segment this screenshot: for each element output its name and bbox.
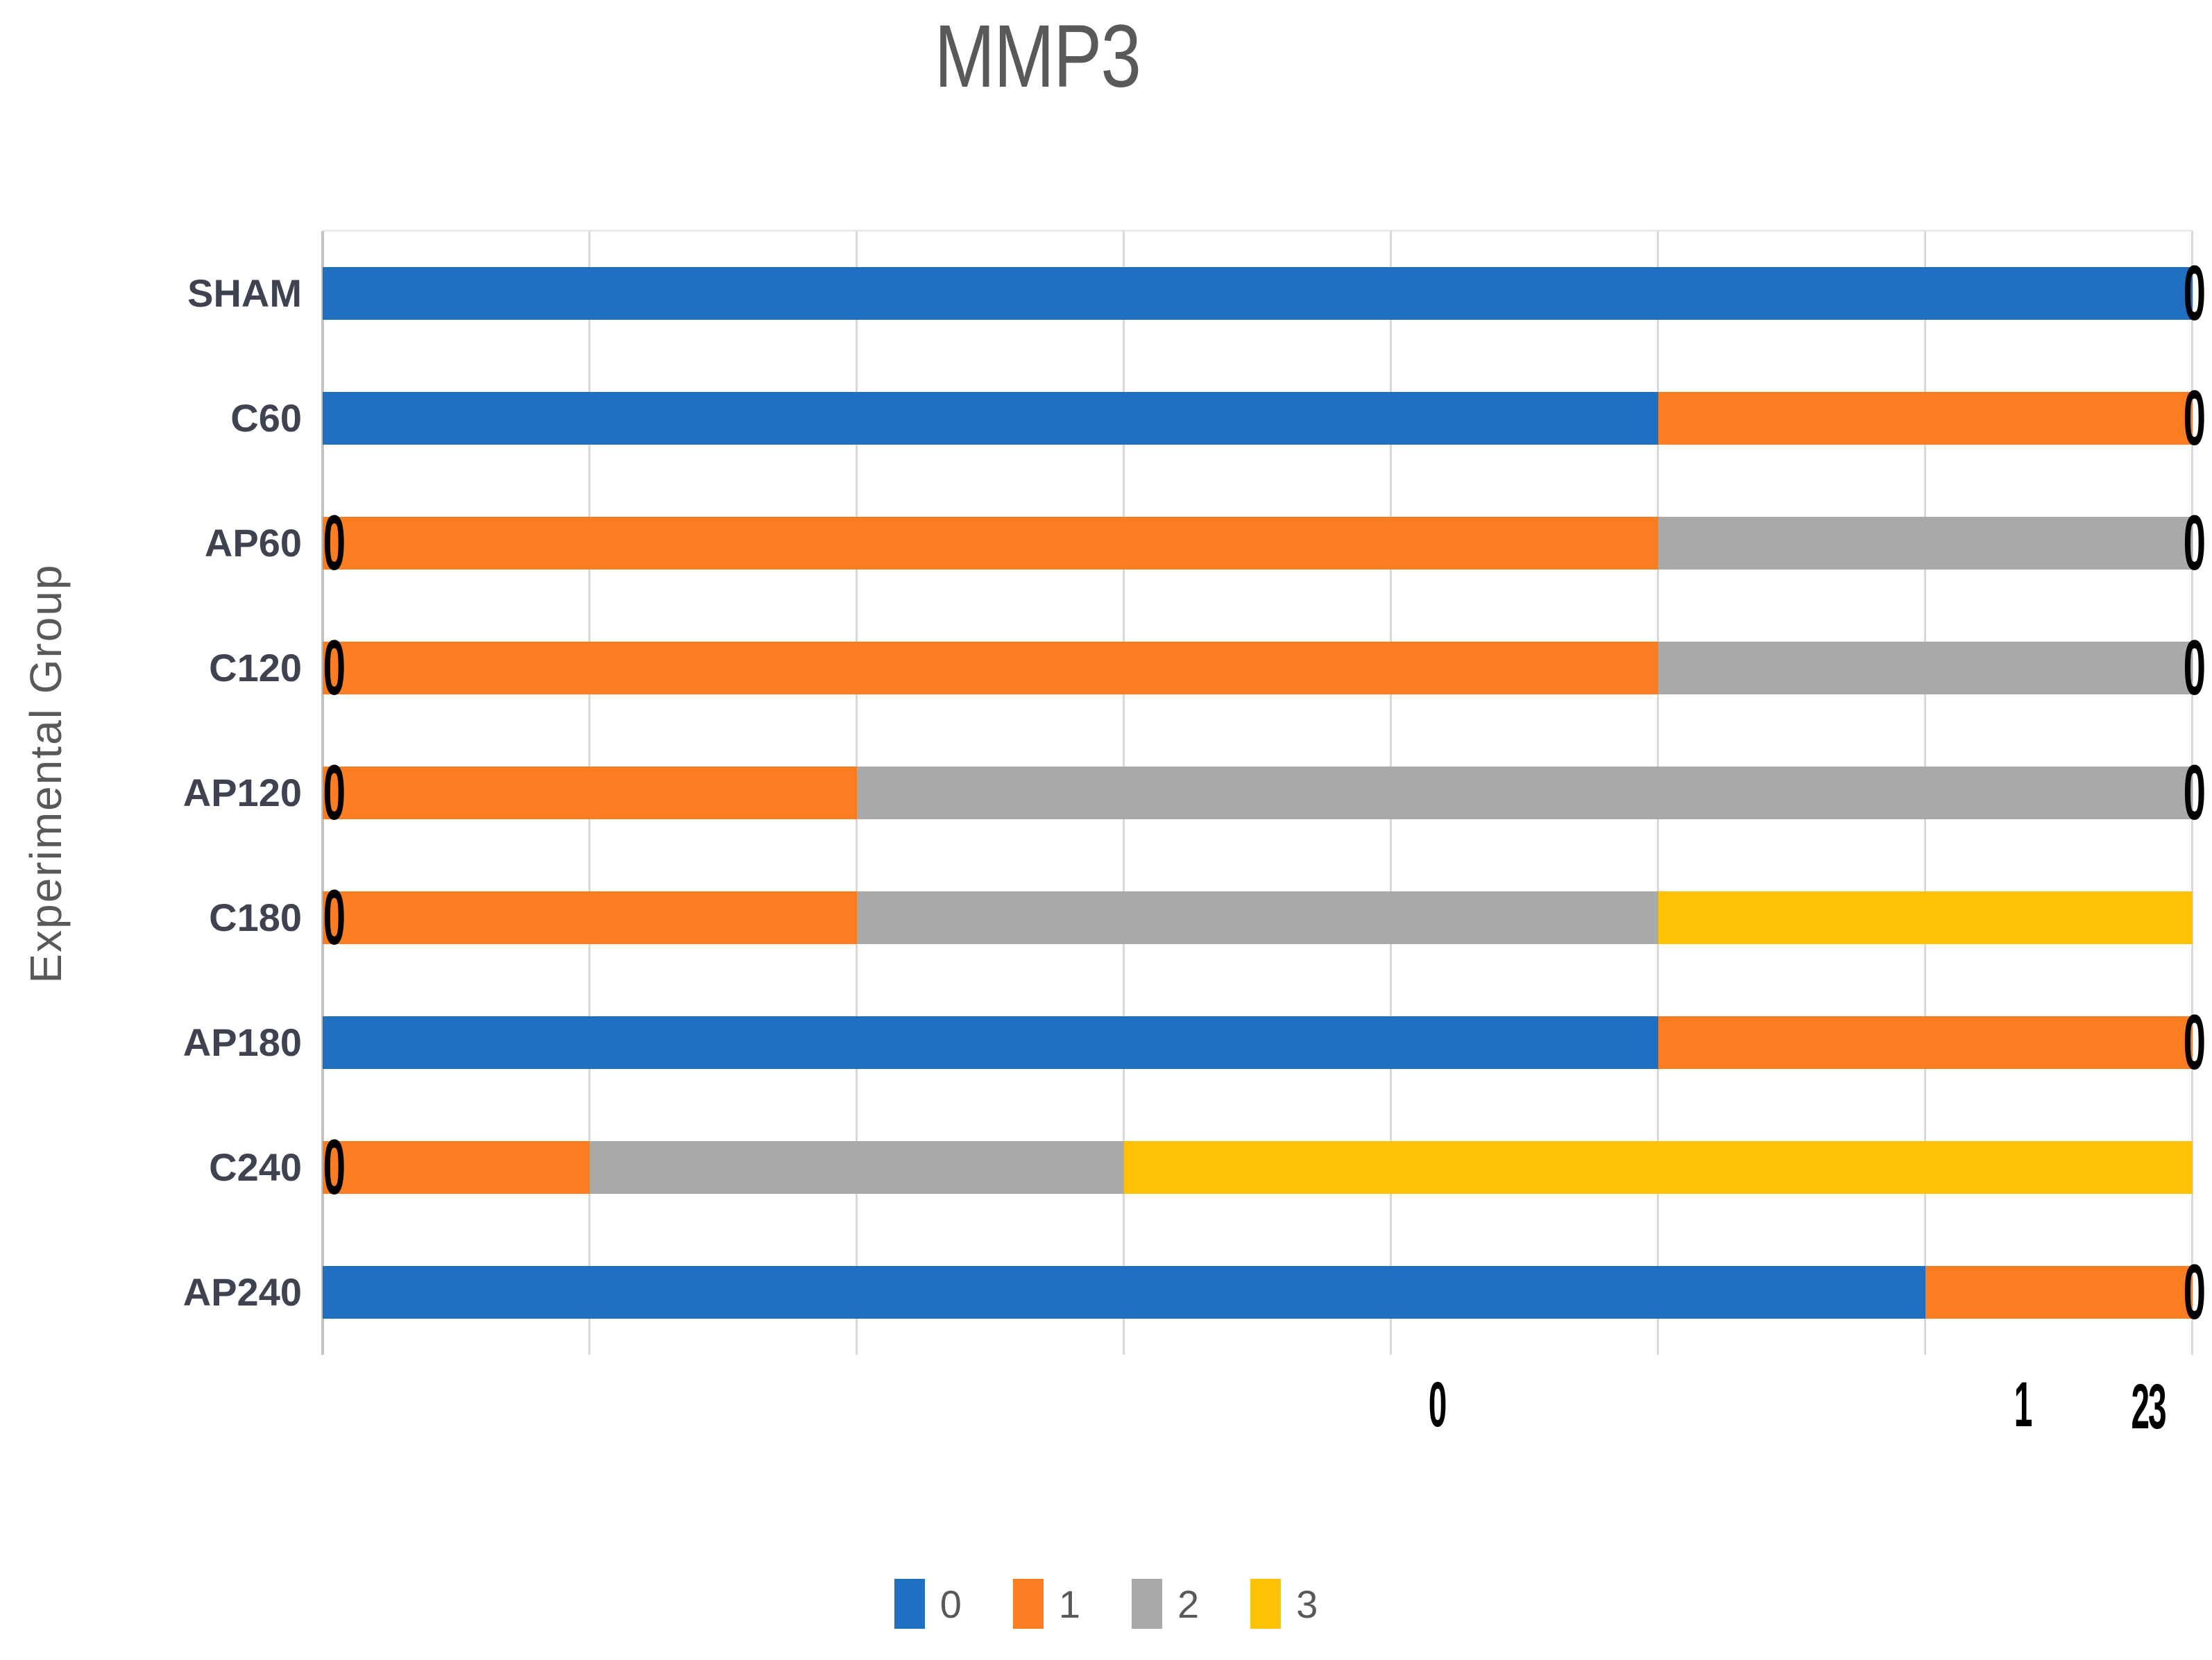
- zero-data-label: 0: [323, 1124, 346, 1210]
- category-label-ap120: AP120: [182, 771, 302, 814]
- bar-segment-series0-ap240: [323, 1266, 1925, 1319]
- category-label-sham: SHAM: [187, 271, 302, 315]
- bar-segment-series2-c120: [1658, 642, 2193, 694]
- bar-segment-series2-ap120: [857, 767, 2193, 819]
- bar-segment-series1-ap60: [323, 517, 1658, 570]
- bar-segment-series0-sham: [323, 267, 2193, 320]
- zero-data-label: 0: [323, 499, 346, 586]
- bar-segment-series2-c240: [590, 1141, 1124, 1194]
- legend-label-3: 3: [1296, 1582, 1318, 1626]
- zero-data-label: 0: [2183, 624, 2206, 711]
- bar-segment-series2-ap60: [1658, 517, 2193, 570]
- bar-segment-series2-c180: [857, 891, 1658, 944]
- zero-data-label: 0: [2183, 375, 2206, 461]
- zero-data-label: 0: [323, 749, 346, 836]
- bar-segment-series0-ap180: [323, 1016, 1658, 1069]
- legend-item-0: 0: [894, 1579, 962, 1629]
- zero-data-label: 0: [2183, 999, 2206, 1086]
- legend-label-0: 0: [939, 1582, 962, 1626]
- category-label-c60: C60: [230, 396, 302, 440]
- legend-swatch-0: [894, 1579, 925, 1629]
- zero-data-label: 0: [2183, 499, 2206, 586]
- legend: 0 1 2 3: [0, 1562, 2212, 1645]
- category-label-ap180: AP180: [182, 1020, 302, 1064]
- zero-data-label: 0: [323, 624, 346, 711]
- legend-item-3: 3: [1250, 1579, 1318, 1629]
- legend-item-1: 1: [1012, 1579, 1080, 1629]
- bar-segment-series0-c60: [323, 392, 1658, 445]
- stray-data-label: 0: [1428, 1369, 1447, 1440]
- stray-data-label: 23: [2131, 1371, 2166, 1442]
- bar-segment-series1-c120: [323, 642, 1658, 694]
- legend-label-1: 1: [1058, 1582, 1080, 1626]
- legend-swatch-3: [1250, 1579, 1282, 1629]
- category-label-ap60: AP60: [204, 521, 302, 565]
- legend-swatch-1: [1012, 1579, 1044, 1629]
- category-label-ap240: AP240: [182, 1270, 302, 1314]
- bar-segment-series1-ap240: [1925, 1266, 2193, 1319]
- bar-segment-series3-c240: [1124, 1141, 2193, 1194]
- chart-title-text: MMP3: [934, 7, 1141, 106]
- category-label-c180: C180: [209, 896, 302, 939]
- bar-segment-series1-c60: [1658, 392, 2193, 445]
- chart-title: MMP3: [0, 6, 2075, 108]
- legend-item-2: 2: [1132, 1579, 1199, 1629]
- legend-label-2: 2: [1177, 1582, 1200, 1626]
- zero-data-label: 0: [2183, 1249, 2206, 1335]
- plot-top-border: [323, 230, 2193, 232]
- zero-data-label: 0: [2183, 250, 2206, 336]
- zero-data-label: 0: [2183, 749, 2206, 836]
- category-label-c240: C240: [209, 1145, 302, 1189]
- legend-swatch-2: [1132, 1579, 1162, 1629]
- bar-segment-series1-ap120: [323, 767, 857, 819]
- bar-segment-series3-c180: [1658, 891, 2193, 944]
- bar-segment-series1-c240: [323, 1141, 590, 1194]
- stray-data-label: 1: [2014, 1369, 2033, 1440]
- zero-data-label: 0: [323, 874, 346, 961]
- bar-segment-series1-ap180: [1658, 1016, 2193, 1069]
- category-label-c120: C120: [209, 646, 302, 690]
- bar-segment-series1-c180: [323, 891, 857, 944]
